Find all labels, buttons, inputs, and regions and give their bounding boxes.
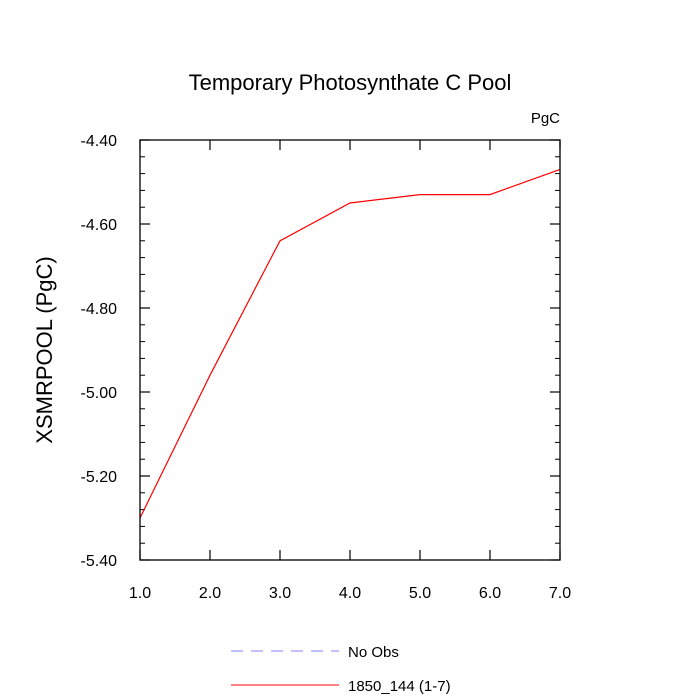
chart-title: Temporary Photosynthate C Pool bbox=[189, 70, 512, 95]
x-tick-label: 1.0 bbox=[129, 585, 151, 602]
series-line bbox=[139, 168, 561, 519]
y-axis-label: XSMRPOOL (PgC) bbox=[32, 256, 57, 443]
y-tick-label: -5.20 bbox=[81, 469, 118, 486]
y-tick-label: -4.60 bbox=[81, 217, 118, 234]
legend: No Obs 1850_144 (1-7) bbox=[231, 644, 451, 695]
plot-frame bbox=[139, 139, 561, 561]
minor-ticks bbox=[140, 156, 560, 544]
y-tick-label: -4.40 bbox=[81, 133, 118, 150]
x-tick-labels: 1.0 2.0 3.0 4.0 5.0 6.0 7.0 bbox=[129, 585, 571, 602]
y-tick-labels: -4.40 -4.60 -4.80 -5.00 -5.20 -5.40 bbox=[81, 133, 118, 570]
y-tick-label: -5.40 bbox=[81, 553, 118, 570]
units-label: PgC bbox=[531, 110, 560, 127]
y-tick-label: -5.00 bbox=[81, 385, 118, 402]
legend-label: No Obs bbox=[348, 644, 399, 661]
legend-label: 1850_144 (1-7) bbox=[348, 678, 451, 695]
series-layer bbox=[139, 168, 561, 519]
x-tick-label: 5.0 bbox=[409, 585, 431, 602]
x-tick-label: 7.0 bbox=[549, 585, 571, 602]
x-tick-label: 4.0 bbox=[339, 585, 361, 602]
x-tick-label: 6.0 bbox=[479, 585, 501, 602]
x-tick-label: 3.0 bbox=[269, 585, 291, 602]
y-tick-label: -4.80 bbox=[81, 301, 118, 318]
x-tick-label: 2.0 bbox=[199, 585, 221, 602]
